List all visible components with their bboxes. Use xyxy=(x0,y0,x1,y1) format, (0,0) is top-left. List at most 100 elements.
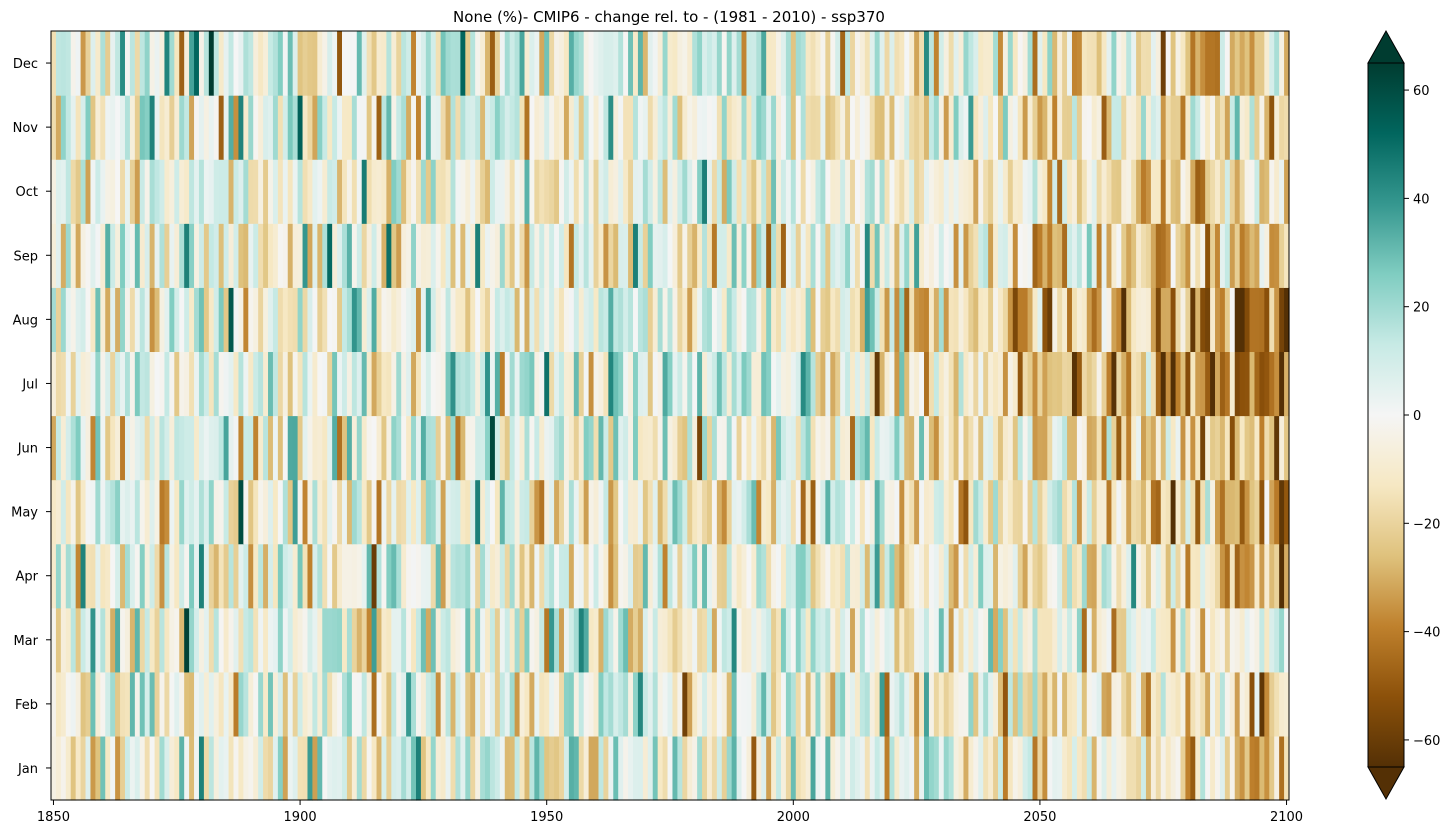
heatmap-cell xyxy=(386,287,392,353)
heatmap-cell xyxy=(933,735,940,801)
heatmap-cell xyxy=(1116,31,1122,96)
heatmap-cell xyxy=(282,479,289,545)
heatmap-cell xyxy=(351,479,358,545)
heatmap-cell xyxy=(1205,95,1211,160)
heatmap-cell xyxy=(1111,287,1117,353)
heatmap-cell xyxy=(820,95,826,160)
heatmap-cell xyxy=(1052,671,1058,737)
heatmap-cell xyxy=(406,735,412,801)
heatmap-cell xyxy=(1076,31,1083,96)
heatmap-cell xyxy=(1219,95,1226,160)
heatmap-cell xyxy=(820,543,826,609)
heatmap-cell xyxy=(425,735,432,801)
heatmap-cell xyxy=(1264,479,1270,545)
heatmap-cell xyxy=(968,479,974,545)
heatmap-cell xyxy=(90,415,96,481)
heatmap-cell xyxy=(1254,543,1260,609)
heatmap-cell xyxy=(534,543,540,609)
heatmap-cell xyxy=(268,223,274,288)
heatmap-cell xyxy=(879,95,886,160)
heatmap-cell xyxy=(825,31,831,96)
heatmap-cell xyxy=(662,159,669,224)
heatmap-cell xyxy=(282,735,289,801)
heatmap-cell xyxy=(702,159,708,224)
heatmap-cell xyxy=(943,735,950,801)
heatmap-cell xyxy=(1071,543,1078,609)
heatmap-cell xyxy=(993,159,999,224)
heatmap-cell xyxy=(70,287,77,353)
heatmap-cell xyxy=(263,607,269,673)
heatmap-cell xyxy=(351,159,358,224)
heatmap-cell xyxy=(277,607,284,673)
heatmap-cell xyxy=(652,223,659,288)
heatmap-cell xyxy=(1027,351,1034,417)
heatmap-cell xyxy=(366,95,373,160)
heatmap-cell xyxy=(973,735,979,801)
heatmap-cell xyxy=(435,159,442,224)
heatmap-cell xyxy=(914,223,920,288)
heatmap-cell xyxy=(943,351,950,417)
heatmap-cell xyxy=(514,415,521,481)
heatmap-cell xyxy=(1131,415,1137,481)
heatmap-cell xyxy=(376,159,383,224)
heatmap-cell xyxy=(1269,287,1275,353)
heatmap-cell xyxy=(879,543,886,609)
heatmap-cell xyxy=(642,735,649,801)
heatmap-cell xyxy=(889,543,896,609)
heatmap-cell xyxy=(95,287,101,353)
heatmap-cell xyxy=(618,351,624,417)
heatmap-cell xyxy=(85,351,92,417)
heatmap-cell xyxy=(361,607,368,673)
heatmap-cell xyxy=(287,671,294,737)
heatmap-cell xyxy=(534,287,540,353)
heatmap-cell xyxy=(415,479,422,545)
heatmap-cell xyxy=(840,95,846,160)
heatmap-cell xyxy=(830,543,836,609)
heatmap-cell xyxy=(919,607,925,673)
heatmap-cell xyxy=(598,31,605,96)
heatmap-cell xyxy=(445,351,452,417)
heatmap-cell xyxy=(928,735,935,801)
heatmap-cell xyxy=(963,351,969,417)
heatmap-cell xyxy=(790,287,797,353)
heatmap-cell xyxy=(455,159,461,224)
heatmap-cell xyxy=(983,607,989,673)
heatmap-cell xyxy=(840,671,846,737)
heatmap-cell xyxy=(953,287,960,353)
heatmap-cell xyxy=(983,287,989,353)
heatmap-cell xyxy=(988,479,994,545)
heatmap-cell xyxy=(1022,31,1029,96)
heatmap-cell xyxy=(169,607,175,673)
heatmap-cell xyxy=(1219,543,1226,609)
heatmap-cell xyxy=(1007,31,1014,96)
heatmap-cell xyxy=(854,95,861,160)
heatmap-cell xyxy=(1145,735,1152,801)
heatmap-cell xyxy=(514,95,521,160)
heatmap-cell xyxy=(830,671,836,737)
heatmap-cell xyxy=(1037,31,1043,96)
heatmap-cell xyxy=(884,31,891,96)
heatmap-cell xyxy=(864,671,871,737)
heatmap-cell xyxy=(1096,95,1103,160)
heatmap-cell xyxy=(346,95,353,160)
heatmap-cell xyxy=(1264,351,1270,417)
heatmap-cell xyxy=(519,415,526,481)
heatmap-cell xyxy=(208,415,215,481)
heatmap-cell xyxy=(583,735,590,801)
heatmap-cell xyxy=(1259,607,1265,673)
heatmap-cell xyxy=(1170,223,1177,288)
heatmap-cell xyxy=(549,479,555,545)
heatmap-cell xyxy=(75,159,82,224)
heatmap-cell xyxy=(919,159,925,224)
heatmap-cell xyxy=(721,351,728,417)
heatmap-cell xyxy=(800,671,807,737)
heatmap-cell xyxy=(677,287,683,353)
heatmap-cell xyxy=(1111,479,1117,545)
heatmap-cell xyxy=(124,287,131,353)
heatmap-cell xyxy=(90,95,96,160)
heatmap-cell xyxy=(465,287,471,353)
heatmap-cell xyxy=(194,479,200,545)
heatmap-cell xyxy=(894,95,900,160)
heatmap-cell xyxy=(292,671,299,737)
